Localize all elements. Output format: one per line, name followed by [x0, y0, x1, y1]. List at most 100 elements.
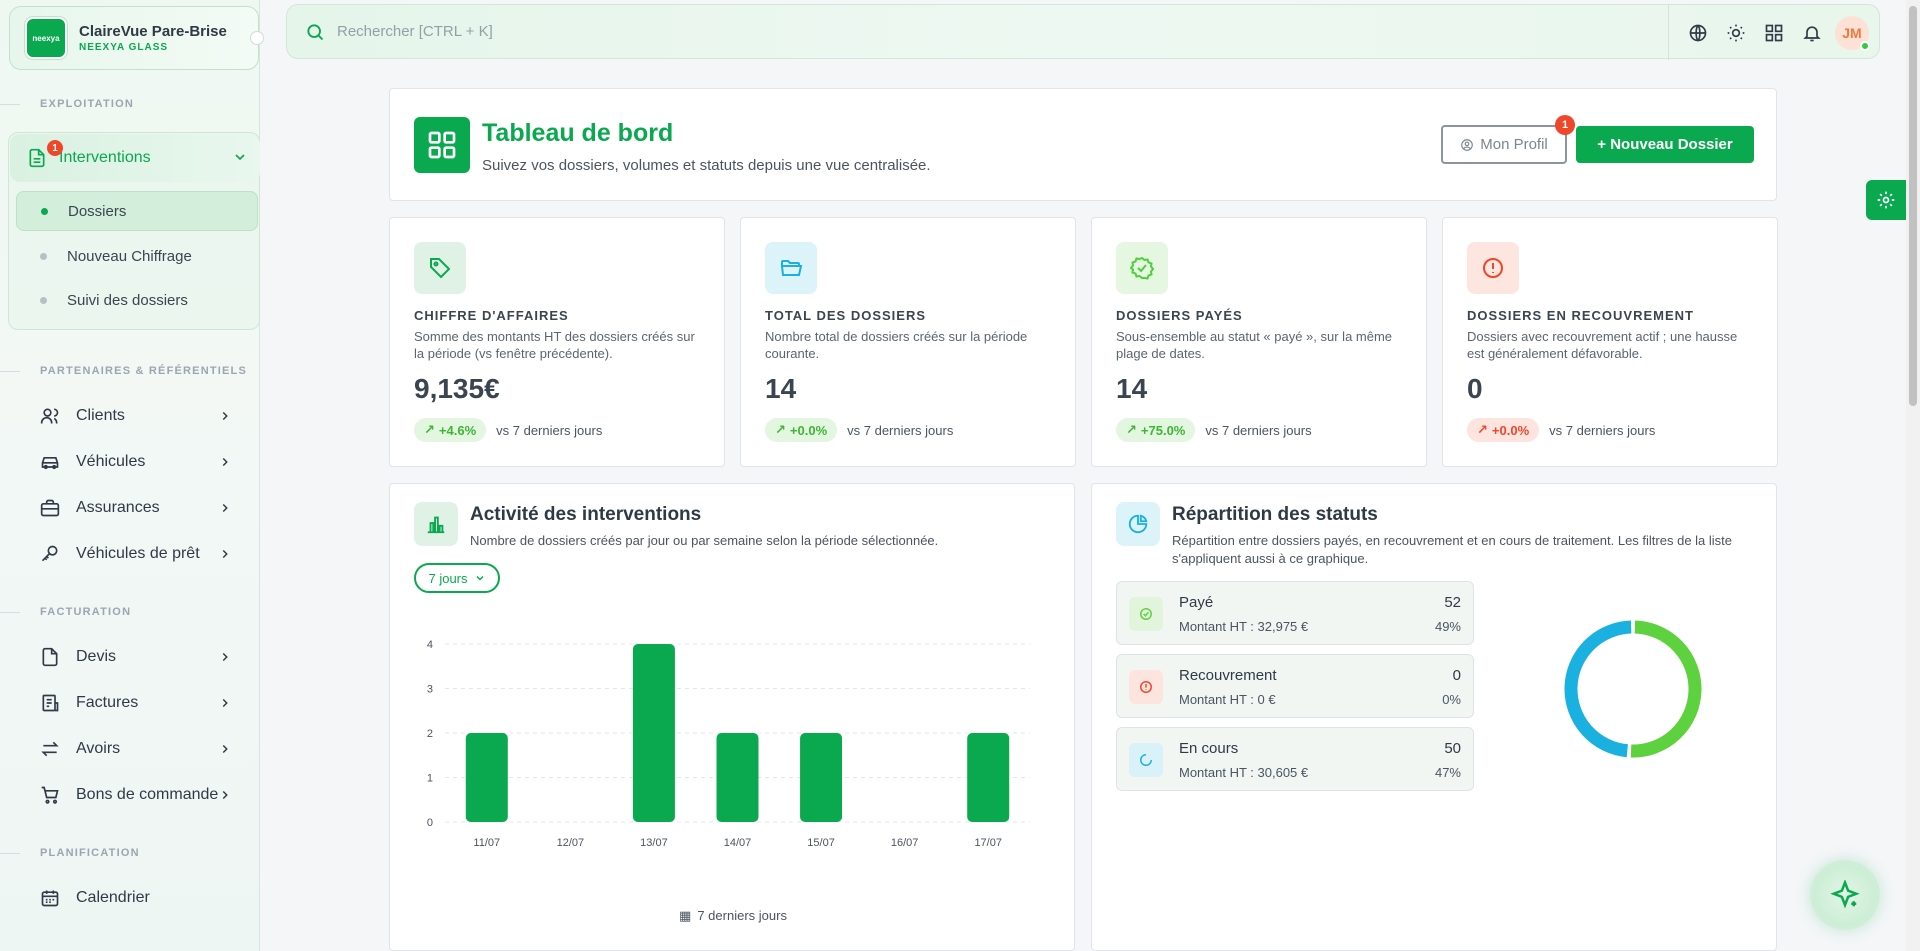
briefcase-icon: [40, 498, 60, 518]
sidebar: neexya ClaireVue Pare-Brise NEEXYA GLASS…: [0, 0, 264, 951]
section-planification: PLANIFICATION: [0, 847, 140, 859]
trend-pill: ↗ +0.0%: [765, 418, 838, 442]
status-subtitle: Répartition entre dossiers payés, en rec…: [1172, 533, 1733, 566]
search-icon: [305, 22, 325, 42]
scrollbar-thumb[interactable]: [1909, 6, 1917, 406]
users-icon: [40, 406, 60, 426]
status-count: 50: [1444, 740, 1461, 757]
sidebar-subitem-dossiers[interactable]: Dossiers: [16, 191, 258, 231]
section-partenaires: PARTENAIRES & RÉFÉRENTIELS: [0, 365, 247, 377]
y-tick-label: 1: [427, 773, 433, 785]
avatar[interactable]: JM: [1835, 15, 1870, 51]
sidebar-subitem-label: Suivi des dossiers: [67, 291, 188, 309]
sidebar-item-label: Interventions: [59, 149, 151, 166]
grid-icon[interactable]: [1755, 14, 1793, 52]
profile-badge: 1: [1555, 115, 1575, 135]
kpi-title: DOSSIERS EN RECOUVREMENT: [1467, 308, 1694, 323]
sidebar-subitem-suivi-dossiers[interactable]: Suivi des dossiers: [16, 280, 258, 320]
brand[interactable]: neexya ClaireVue Pare-Brise NEEXYA GLASS: [9, 6, 264, 70]
search-input[interactable]: [337, 23, 1437, 40]
sidebar-item-vehicules-pret[interactable]: Véhicules de prêt: [14, 532, 246, 576]
section-exploitation: EXPLOITATION: [0, 98, 134, 110]
bar-14-07[interactable]: [716, 733, 759, 822]
chevron-right-icon: [216, 740, 234, 758]
profile-button[interactable]: Mon Profil: [1441, 125, 1567, 164]
sidebar-collapse-toggle[interactable]: [250, 31, 264, 45]
settings-tab[interactable]: [1866, 180, 1906, 220]
sidebar-item-factures[interactable]: Factures: [14, 681, 246, 725]
kpi-value: 14: [1116, 373, 1148, 404]
bar-13-07[interactable]: [632, 644, 675, 822]
trend-up-icon: ↗: [775, 422, 786, 437]
gear-icon: [1876, 190, 1896, 210]
trend-pill: ↗ +4.6%: [414, 418, 487, 442]
status-percent: 0%: [1442, 692, 1461, 707]
interventions-badge: 1: [47, 140, 63, 156]
topbar: JM: [286, 4, 1880, 60]
sidebar-item-label: Véhicules: [76, 453, 146, 470]
sidebar-item-interventions[interactable]: 1 Interventions: [10, 134, 260, 182]
bell-icon[interactable]: [1793, 14, 1831, 52]
chevron-right-icon: [216, 694, 234, 712]
globe-icon[interactable]: [1679, 14, 1717, 52]
invoice-icon: [40, 693, 60, 713]
chevron-right-icon: [216, 545, 234, 563]
chevron-right-icon: [216, 407, 234, 425]
y-tick-label: 2: [427, 728, 433, 740]
trend-up-icon: ↗: [1477, 422, 1488, 437]
trend-pill: ↗ +75.0%: [1116, 418, 1196, 442]
status-item-paye[interactable]: Payé Montant HT : 32,975 € 52 49%: [1116, 581, 1474, 645]
donut-slice-payé[interactable]: [1630, 620, 1702, 758]
sidebar-item-clients[interactable]: Clients: [14, 394, 246, 438]
user-circle-icon: [1460, 138, 1474, 152]
new-dossier-button[interactable]: + Nouveau Dossier: [1576, 126, 1754, 163]
sidebar-item-label: Devis: [76, 648, 117, 665]
trend-compare: vs 7 derniers jours: [496, 422, 603, 438]
bar-17-07[interactable]: [967, 733, 1010, 822]
kpi-description: Dossiers avec recouvrement actif ; une h…: [1467, 329, 1738, 361]
kpi-card-chiffre-affaires: CHIFFRE D'AFFAIRES Somme des montants HT…: [389, 217, 725, 467]
sidebar-item-devis[interactable]: Devis: [14, 635, 246, 679]
alert-circle-icon: [1129, 670, 1163, 704]
kpi-title: DOSSIERS PAYÉS: [1116, 308, 1243, 323]
sidebar-item-avoirs[interactable]: Avoirs: [14, 727, 246, 771]
pie-chart-icon: [1116, 502, 1160, 546]
sidebar-item-label: Véhicules de prêt: [76, 545, 200, 562]
trend-up-icon: ↗: [1126, 422, 1137, 437]
bar-11-07[interactable]: [465, 733, 508, 822]
dashboard-grid-icon: [414, 117, 470, 173]
status-item-en-cours[interactable]: En cours Montant HT : 30,605 € 50 47%: [1116, 727, 1474, 791]
status-amount: Montant HT : 30,605 €: [1179, 765, 1309, 780]
avatar-initials: JM: [1842, 24, 1862, 41]
period-select[interactable]: 7 jours: [414, 563, 500, 593]
sidebar-subitem-nouveau-chiffrage[interactable]: Nouveau Chiffrage: [16, 236, 258, 276]
bar-15-07[interactable]: [800, 733, 843, 822]
trend-pill: ↗ +0.0%: [1467, 418, 1540, 442]
sidebar-item-bons-commande[interactable]: Bons de commande: [14, 773, 246, 817]
trend-compare: vs 7 derniers jours: [1205, 422, 1312, 438]
sidebar-item-vehicules[interactable]: Véhicules: [14, 440, 246, 484]
sun-icon[interactable]: [1717, 14, 1755, 52]
loader-icon: [1129, 743, 1163, 777]
scrollbar[interactable]: [1906, 0, 1920, 951]
trend-compare: vs 7 derniers jours: [847, 422, 954, 438]
chevron-right-icon: [216, 453, 234, 471]
x-tick-label: 11/07: [473, 837, 500, 849]
car-icon: [40, 452, 60, 472]
status-percent: 49%: [1434, 619, 1461, 634]
status-item-recouvrement[interactable]: Recouvrement Montant HT : 0 € 0 0%: [1116, 654, 1474, 718]
cart-icon: [40, 785, 60, 805]
x-tick-label: 14/07: [724, 837, 752, 849]
status-count: 52: [1444, 594, 1461, 611]
chevron-down-icon: [474, 572, 486, 584]
ai-assistant-button[interactable]: [1810, 860, 1880, 930]
kpi-description: Sous-ensemble au statut « payé », sur la…: [1116, 329, 1393, 361]
sidebar-item-label: Assurances: [76, 499, 160, 516]
x-tick-label: 15/07: [807, 837, 835, 849]
sidebar-item-assurances[interactable]: Assurances: [14, 486, 246, 530]
donut-slice-en-cours[interactable]: [1564, 620, 1632, 758]
chevron-right-icon: [216, 499, 234, 517]
activity-chart-card: Activité des interventions Nombre de dos…: [389, 483, 1075, 951]
sidebar-item-calendrier[interactable]: Calendrier: [14, 876, 246, 920]
check-circle-icon: [1129, 597, 1163, 631]
